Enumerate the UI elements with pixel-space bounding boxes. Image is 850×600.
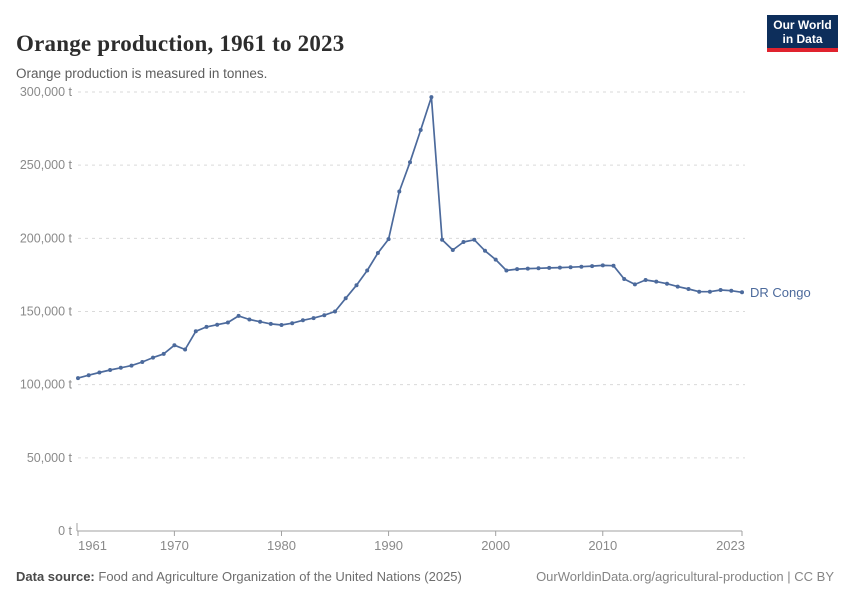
data-source-note: Data source: Food and Agriculture Organi…: [16, 569, 462, 584]
data-point[interactable]: [632, 282, 637, 287]
data-point[interactable]: [365, 268, 370, 273]
data-point[interactable]: [151, 355, 155, 360]
data-point[interactable]: [729, 288, 734, 293]
page-title: Orange production, 1961 to 2023: [16, 31, 345, 57]
x-axis-tick-label: 1990: [374, 538, 403, 553]
data-source-label: Data source:: [16, 569, 95, 584]
data-point[interactable]: [547, 265, 552, 270]
data-point[interactable]: [300, 318, 305, 323]
data-point[interactable]: [375, 251, 380, 255]
data-point[interactable]: [236, 313, 241, 318]
data-point[interactable]: [193, 329, 198, 334]
data-point[interactable]: [343, 296, 348, 301]
data-point[interactable]: [268, 321, 273, 326]
data-point[interactable]: [279, 323, 284, 327]
x-axis-tick-label: 1970: [160, 538, 189, 553]
data-point[interactable]: [290, 321, 295, 326]
data-source-text: Food and Agriculture Organization of the…: [98, 569, 462, 584]
data-point[interactable]: [643, 278, 648, 282]
data-point[interactable]: [504, 268, 509, 273]
data-point[interactable]: [493, 257, 498, 262]
data-point[interactable]: [579, 264, 584, 269]
data-point[interactable]: [397, 189, 402, 194]
owid-logo-line2: in Data: [782, 32, 823, 46]
data-point[interactable]: [354, 283, 359, 288]
data-point[interactable]: [450, 248, 455, 252]
data-point[interactable]: [675, 284, 680, 289]
y-axis-tick-label: 0 t: [58, 524, 72, 538]
series-line[interactable]: [77, 96, 743, 379]
data-point[interactable]: [97, 370, 102, 375]
data-point[interactable]: [611, 263, 616, 268]
entity-label[interactable]: DR Congo: [750, 285, 811, 300]
data-point[interactable]: [172, 343, 177, 348]
data-point[interactable]: [622, 277, 627, 281]
data-point[interactable]: [665, 281, 669, 286]
data-point[interactable]: [76, 376, 80, 381]
x-axis-tick-label: 2000: [481, 538, 510, 553]
data-point[interactable]: [472, 237, 477, 242]
data-point[interactable]: [129, 363, 134, 368]
data-point[interactable]: [322, 313, 327, 318]
data-point[interactable]: [718, 288, 723, 292]
data-point[interactable]: [161, 351, 166, 356]
data-point[interactable]: [557, 265, 562, 270]
y-axis-tick-label: 250,000 t: [20, 158, 73, 172]
data-point[interactable]: [225, 320, 230, 325]
y-axis-tick-label: 150,000 t: [20, 305, 73, 319]
x-axis-tick-label: 2023: [716, 538, 745, 553]
attribution-link[interactable]: OurWorldinData.org/agricultural-producti…: [536, 569, 834, 584]
line-chart[interactable]: 0 t 50,000 t 100,000 t 150,000 t 200,000 t 25…: [0, 0, 850, 560]
data-point[interactable]: [183, 347, 188, 352]
data-point[interactable]: [108, 368, 113, 372]
data-point[interactable]: [483, 248, 487, 253]
data-point[interactable]: [440, 237, 445, 242]
owid-logo-line1: Our World: [773, 18, 832, 32]
data-point[interactable]: [86, 373, 91, 378]
data-point[interactable]: [333, 309, 337, 314]
data-point[interactable]: [525, 266, 530, 271]
x-axis-tick-label: 1980: [267, 538, 296, 553]
data-point[interactable]: [697, 289, 702, 294]
x-axis-tick-label: 1961: [78, 538, 107, 553]
data-point[interactable]: [707, 289, 712, 294]
data-point[interactable]: [247, 317, 252, 322]
data-point[interactable]: [536, 266, 541, 271]
data-point[interactable]: [568, 265, 573, 270]
y-axis-tick-label: 300,000 t: [20, 85, 73, 99]
data-point[interactable]: [590, 264, 595, 269]
data-point[interactable]: [686, 287, 691, 291]
y-axis-tick-label: 200,000 t: [20, 231, 73, 245]
x-axis-tick-label: 2010: [588, 538, 617, 553]
data-point[interactable]: [311, 316, 316, 321]
data-point[interactable]: [461, 240, 466, 244]
y-axis-tick-label: 50,000 t: [27, 451, 73, 465]
data-point[interactable]: [204, 324, 209, 329]
data-point[interactable]: [600, 263, 605, 268]
chart-subtitle: Orange production is measured in tonnes.: [16, 65, 268, 81]
data-point[interactable]: [118, 365, 123, 370]
data-point[interactable]: [408, 160, 412, 165]
data-point[interactable]: [386, 237, 391, 242]
chart-footer: Data source: Food and Agriculture Organi…: [16, 569, 834, 584]
data-point[interactable]: [215, 322, 220, 327]
data-point[interactable]: [429, 95, 434, 100]
y-axis-tick-label: 100,000 t: [20, 378, 73, 392]
owid-logo[interactable]: Our World in Data: [767, 15, 838, 52]
data-point[interactable]: [654, 279, 659, 284]
data-point[interactable]: [515, 267, 520, 272]
data-point[interactable]: [740, 290, 744, 295]
data-point[interactable]: [140, 360, 145, 364]
data-point[interactable]: [418, 128, 423, 132]
data-point[interactable]: [258, 319, 263, 324]
